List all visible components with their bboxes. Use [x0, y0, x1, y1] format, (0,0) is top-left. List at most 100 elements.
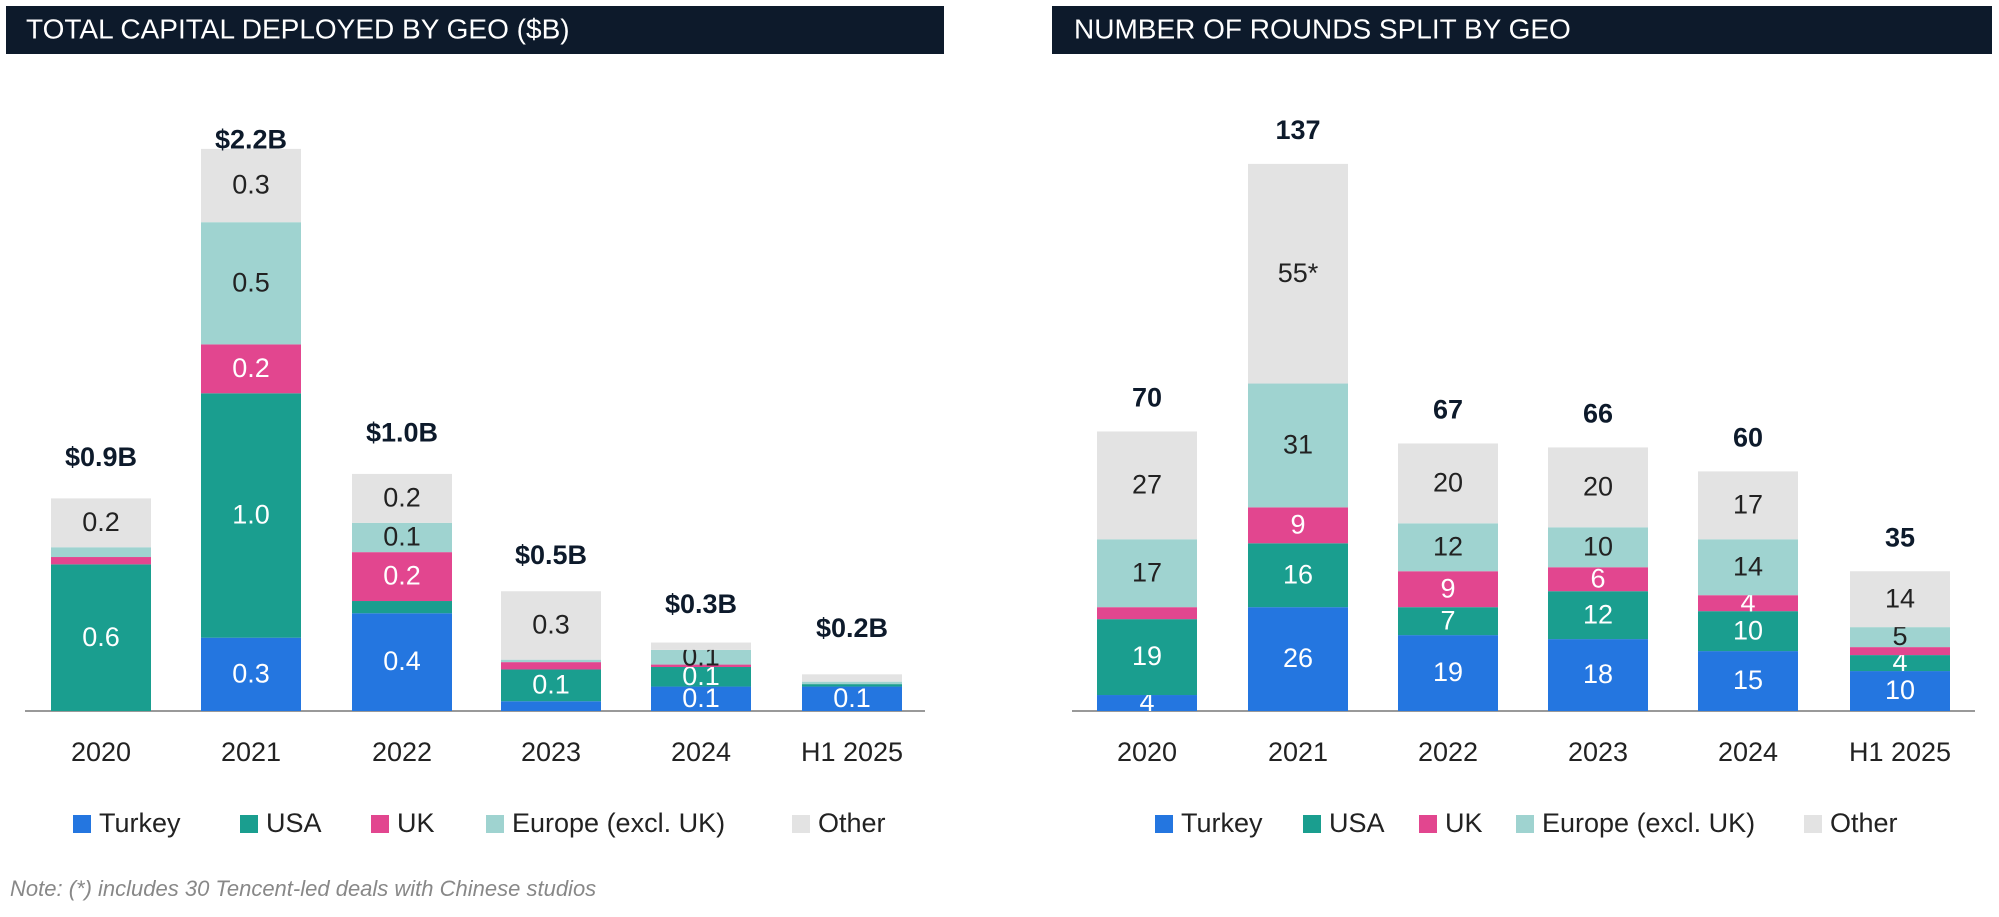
- legend-swatch: [240, 815, 258, 833]
- bar-segment: [1097, 695, 1197, 711]
- bar-segment: [201, 393, 301, 638]
- bar-segment: [1850, 627, 1950, 648]
- data-label: 14: [1885, 583, 1915, 613]
- bar-segment: [352, 473, 452, 523]
- bar-segment: [51, 547, 151, 558]
- data-label: 0.1: [682, 683, 720, 713]
- x-tick-label: 2022: [372, 737, 432, 767]
- total-label: $1.0B: [366, 418, 438, 448]
- total-label: $0.9B: [65, 442, 137, 472]
- bar-segment: [1850, 655, 1950, 672]
- legend-label: UK: [1445, 808, 1483, 838]
- bar-segment: [1248, 163, 1348, 384]
- total-label: $0.5B: [515, 540, 587, 570]
- bar-segment: [802, 686, 902, 711]
- chart-title: TOTAL CAPITAL DEPLOYED BY GEO ($B): [26, 13, 570, 44]
- bar-segment: [352, 522, 452, 553]
- data-label: 10: [1885, 675, 1915, 705]
- data-label: 0.3: [532, 610, 570, 640]
- total-label: 70: [1132, 383, 1162, 413]
- x-tick-label: 2024: [1718, 737, 1778, 767]
- bar-segment: [651, 649, 751, 665]
- data-label: 14: [1733, 551, 1763, 581]
- data-label: 18: [1583, 659, 1613, 689]
- bar-segment: [1698, 595, 1798, 612]
- data-label: 6: [1590, 563, 1605, 593]
- bar-segment: [1548, 639, 1648, 711]
- bar-segment: [1698, 611, 1798, 652]
- data-label: 0.1: [383, 522, 421, 552]
- data-label: 17: [1733, 489, 1763, 519]
- data-label: 10: [1583, 531, 1613, 561]
- legend-swatch: [1516, 815, 1534, 833]
- x-tick-label: 2023: [1568, 737, 1628, 767]
- bar-segment: [1248, 607, 1348, 711]
- data-label: 0.3: [232, 170, 270, 200]
- data-label: 5: [1892, 621, 1907, 651]
- bar-segment: [1698, 651, 1798, 711]
- data-label: 0.3: [232, 658, 270, 688]
- bar-segment: [201, 637, 301, 711]
- data-label: 12: [1433, 531, 1463, 561]
- chart-title: NUMBER OF ROUNDS SPLIT BY GEO: [1074, 13, 1571, 44]
- x-tick-label: 2020: [1117, 737, 1177, 767]
- data-label: 55*: [1278, 258, 1319, 288]
- bar-segment: [1248, 383, 1348, 508]
- bar-segment: [1097, 607, 1197, 620]
- bar-segment: [501, 659, 601, 663]
- bar-segment: [802, 681, 902, 685]
- note: Note: (*) includes 30 Tencent-led deals …: [10, 876, 596, 901]
- bar-segment: [1698, 539, 1798, 596]
- legend-swatch: [1303, 815, 1321, 833]
- bar-segment: [201, 222, 301, 345]
- bar-segment: [1850, 671, 1950, 711]
- data-label: 19: [1132, 641, 1162, 671]
- total-label: 67: [1433, 395, 1463, 425]
- data-label: 16: [1283, 559, 1313, 589]
- data-label: 0.4: [383, 646, 421, 676]
- title-bar: [1052, 6, 1992, 54]
- data-label: 12: [1583, 599, 1613, 629]
- bar-segment: [1548, 527, 1648, 568]
- legend-swatch: [1804, 815, 1822, 833]
- bar-segment: [1850, 647, 1950, 656]
- legend-swatch: [73, 815, 91, 833]
- legend-label: UK: [397, 808, 435, 838]
- bar-segment: [651, 686, 751, 711]
- data-label: 0.2: [82, 507, 120, 537]
- legend-label: USA: [1329, 808, 1385, 838]
- data-label: 0.2: [383, 482, 421, 512]
- total-label: 66: [1583, 399, 1613, 429]
- legend-swatch: [371, 815, 389, 833]
- legend-swatch: [1419, 815, 1437, 833]
- bar-segment: [1548, 591, 1648, 640]
- data-label: 0.2: [232, 353, 270, 383]
- total-label: 137: [1275, 115, 1320, 145]
- bar-segment: [501, 669, 601, 702]
- legend-label: Other: [1830, 808, 1898, 838]
- bar-segment: [1248, 543, 1348, 608]
- legend-label: USA: [266, 808, 322, 838]
- bar-segment: [501, 662, 601, 670]
- data-label: 9: [1290, 509, 1305, 539]
- bar-segment: [501, 701, 601, 711]
- data-label: 20: [1433, 467, 1463, 497]
- data-label: 0.6: [82, 622, 120, 652]
- legend-label: Turkey: [1181, 808, 1263, 838]
- total-label: $0.2B: [816, 613, 888, 643]
- bar-segment: [51, 498, 151, 548]
- bar-segment: [802, 684, 902, 687]
- total-label: $2.2B: [215, 124, 287, 154]
- data-label: 31: [1283, 430, 1313, 460]
- legend-swatch: [1155, 815, 1173, 833]
- title-bar: [6, 6, 944, 54]
- bar-segment: [1398, 635, 1498, 711]
- data-label: 15: [1733, 665, 1763, 695]
- bar-segment: [51, 564, 151, 711]
- data-label: 27: [1132, 469, 1162, 499]
- bar-segment: [51, 557, 151, 565]
- legend-label: Europe (excl. UK): [1542, 808, 1755, 838]
- bar-segment: [201, 344, 301, 394]
- x-tick-label: 2024: [671, 737, 731, 767]
